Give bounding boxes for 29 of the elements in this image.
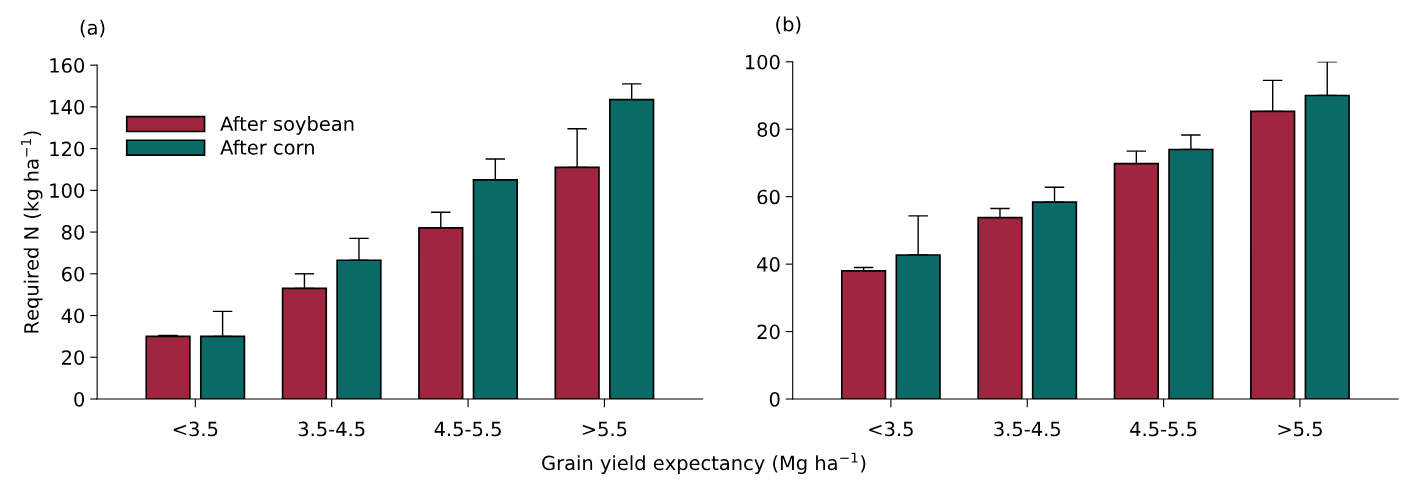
x-tick-label: 4.5-5.5 <box>1130 421 1197 437</box>
x-tick-label: <3.5 <box>173 421 218 437</box>
y-tick-label: 40 <box>757 257 780 272</box>
x-axis-title: Grain yield expectancy (Mg ha$^{−1}$) <box>542 452 866 475</box>
y-tick-label: 160 <box>50 58 85 73</box>
y-tick-label: 140 <box>50 99 85 115</box>
x-tick-label: 3.5-4.5 <box>298 421 365 437</box>
x-tick-label: >5.5 <box>582 421 627 437</box>
x-tick-label: 4.5-5.5 <box>434 421 501 437</box>
y-tick-label: 60 <box>757 189 780 205</box>
chart-title: (a) <box>80 19 105 38</box>
y-tick-label: 120 <box>50 141 85 157</box>
legend-label: After soybean <box>220 116 354 135</box>
y-tick-label: 80 <box>61 225 85 240</box>
legend-label: After corn <box>220 139 314 155</box>
y-tick-label: 80 <box>757 122 780 137</box>
y-tick-label: 100 <box>745 54 780 70</box>
y-tick-label: 100 <box>50 183 85 199</box>
chart-title: (b) <box>776 16 801 34</box>
x-tick-label: >5.5 <box>1278 421 1322 437</box>
y-axis-title: Required N (kg ha$^{−1}$) <box>21 131 43 333</box>
y-tick-label: 20 <box>62 350 85 365</box>
y-tick-label: 60 <box>61 266 85 282</box>
y-tick-label: 0 <box>769 391 780 407</box>
y-tick-label: 40 <box>61 308 85 324</box>
y-tick-label: 0 <box>74 391 85 407</box>
y-tick-label: 20 <box>757 324 780 340</box>
x-tick-label: <3.5 <box>869 421 913 437</box>
x-tick-label: 3.5-4.5 <box>994 421 1060 437</box>
